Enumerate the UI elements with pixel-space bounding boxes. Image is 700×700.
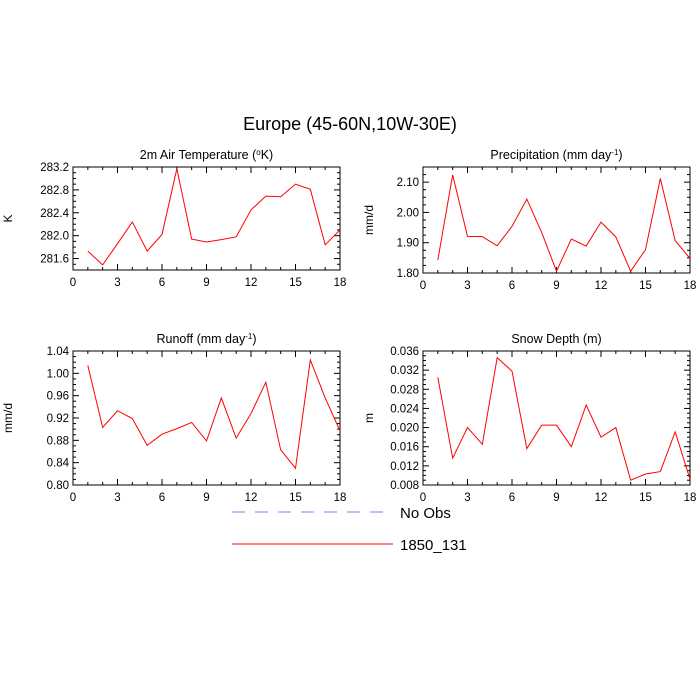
x-tick-label: 9 [553, 280, 559, 292]
y-tick-label: 282.4 [40, 208, 69, 220]
panel-title-superscript: o [256, 148, 261, 157]
series-line-1850-131 [437, 356, 690, 481]
y-tick-label: 282.0 [40, 231, 69, 243]
panel-precipitation: 0 3 6 9 12 15 18 1.80 1.90 2.00 2.10 Precipitation … [362, 148, 696, 292]
y-tick-label: 1.90 [397, 238, 419, 250]
panel-title: Precipitation (mm day-1) [490, 148, 622, 162]
panel-title-main: 2m Air Temperature ( [140, 148, 257, 162]
x-tick-label: 12 [245, 492, 258, 504]
panel-title-end: K) [261, 148, 274, 162]
y-axis-label: m [362, 413, 376, 423]
y-tick-label: 281.6 [40, 254, 69, 266]
panel-title-superscript: -1 [245, 332, 253, 341]
y-tick-label: 0.032 [390, 365, 419, 377]
panel-title-main: Snow Depth (m) [511, 332, 601, 346]
y-tick-label: 2.00 [397, 207, 419, 219]
y-tick-label: 0.020 [390, 423, 419, 435]
y-tick-label: 2.10 [397, 177, 419, 189]
y-tick-label: 0.84 [47, 458, 70, 470]
panel-title-main: Runoff (mm day [157, 332, 246, 346]
x-tick-label: 6 [159, 277, 165, 289]
y-tick-label: 1.04 [47, 346, 70, 358]
legend: No Obs 1850_131 [232, 505, 467, 554]
x-tick-label: 12 [595, 280, 608, 292]
y-axis-label: K [1, 214, 15, 222]
x-tick-label: 3 [464, 492, 470, 504]
x-tick-label: 18 [684, 492, 697, 504]
panel-title-end: ) [252, 332, 256, 346]
panel-title-superscript: -1 [611, 148, 619, 157]
x-tick-label: 12 [245, 277, 258, 289]
panel-snow-depth: 0 3 6 9 12 15 18 0.008 0.012 0.016 0.020 0.024 0.028… [362, 332, 696, 504]
y-tick-label: 0.80 [47, 480, 69, 492]
x-tick-label: 15 [639, 280, 652, 292]
series-line-1850-131 [87, 168, 340, 266]
x-tick-label: 9 [203, 277, 209, 289]
y-tick-label: 0.028 [390, 384, 419, 396]
series-line-1850-131 [437, 174, 690, 273]
y-tick-label: 0.96 [47, 391, 69, 403]
x-tick-label: 0 [70, 492, 76, 504]
legend-label-no-obs: No Obs [400, 505, 451, 522]
x-tick-label: 12 [595, 492, 608, 504]
y-tick-label: 0.92 [47, 413, 69, 425]
x-tick-label: 3 [464, 280, 470, 292]
y-tick-label: 0.012 [390, 461, 419, 473]
x-tick-label: 0 [70, 277, 76, 289]
panel-title: Runoff (mm day-1) [157, 332, 257, 346]
panel-runoff: 0 3 6 9 12 15 18 0.80 0.84 0.88 0.92 0.96 1.00 1.04 Ru… [1, 332, 346, 504]
panel-title: Snow Depth (m) [511, 332, 601, 346]
x-tick-label: 15 [289, 492, 302, 504]
legend-label-1850-131: 1850_131 [400, 537, 467, 554]
y-tick-label: 0.88 [47, 435, 69, 447]
y-tick-label: 0.008 [390, 480, 419, 492]
x-tick-label: 6 [509, 492, 515, 504]
x-tick-label: 0 [420, 492, 426, 504]
x-tick-label: 18 [334, 492, 347, 504]
x-tick-label: 18 [334, 277, 347, 289]
y-tick-label: 283.2 [40, 162, 69, 174]
x-tick-label: 18 [684, 280, 697, 292]
x-tick-label: 3 [114, 492, 120, 504]
y-tick-label: 0.024 [390, 403, 419, 415]
x-tick-label: 9 [203, 492, 209, 504]
y-axis-label: mm/d [1, 403, 15, 433]
x-tick-label: 3 [114, 277, 120, 289]
y-tick-label: 1.80 [397, 268, 419, 280]
panel-title-end: ) [618, 148, 622, 162]
figure-title: Europe (45-60N,10W-30E) [243, 114, 457, 134]
x-tick-label: 6 [159, 492, 165, 504]
x-tick-label: 15 [639, 492, 652, 504]
y-tick-label: 0.016 [390, 442, 419, 454]
y-tick-label: 1.00 [47, 368, 69, 380]
y-axis-label: mm/d [362, 205, 376, 235]
x-tick-label: 9 [553, 492, 559, 504]
panel-title: 2m Air Temperature (oK) [140, 148, 273, 162]
x-tick-label: 15 [289, 277, 302, 289]
x-tick-label: 6 [509, 280, 515, 292]
x-tick-label: 0 [420, 280, 426, 292]
y-tick-label: 282.8 [40, 185, 69, 197]
panel-air-temperature: 0 3 6 9 12 15 18 281.6 282.0 282.4 282.8 283.2 2m Ai… [1, 148, 346, 289]
y-tick-label: 0.036 [390, 346, 419, 358]
panel-title-main: Precipitation (mm day [490, 148, 612, 162]
series-line-1850-131 [87, 357, 340, 470]
